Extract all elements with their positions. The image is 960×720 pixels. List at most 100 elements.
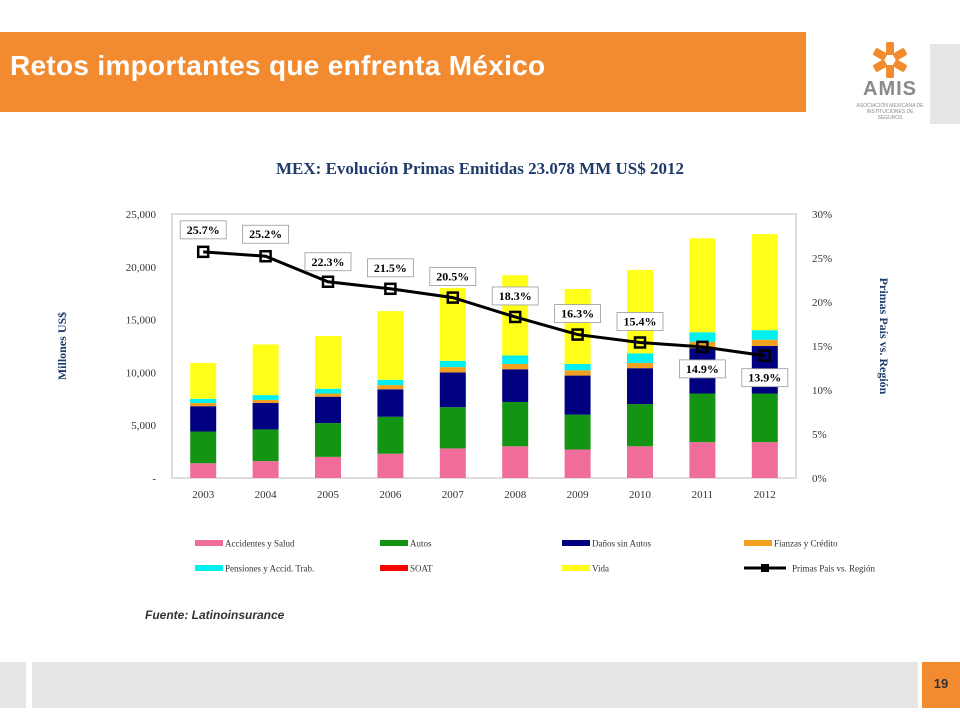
x-tick-label: 2004 <box>255 489 278 501</box>
bar-segment <box>315 423 341 457</box>
bar-segment <box>751 339 778 346</box>
line-point-marker <box>259 249 272 263</box>
legend-line-marker <box>761 564 769 572</box>
line-point-marker <box>508 310 522 324</box>
line-point-marker <box>696 340 709 354</box>
bar-segment <box>439 448 466 478</box>
bar-segment <box>377 389 404 417</box>
bar-segment <box>627 362 653 369</box>
plot-area-frame <box>171 213 797 479</box>
bar-segment <box>627 404 653 447</box>
bar-segment <box>190 362 217 399</box>
bar-segment <box>439 372 466 408</box>
y2-tick-label: 20% <box>812 297 832 309</box>
line-data-label-box <box>679 359 726 379</box>
bar-segment <box>502 355 529 364</box>
footer-left-block <box>0 662 26 708</box>
x-tick-label: 2005 <box>317 489 340 501</box>
bar-segment <box>502 401 529 447</box>
x-tick-label: 2010 <box>629 489 652 501</box>
bar-segment <box>689 341 716 349</box>
y-tick-label: - <box>152 473 156 485</box>
line-data-label-box <box>242 224 290 244</box>
bar-segment <box>190 406 217 432</box>
legend-swatch <box>380 540 408 546</box>
line-data-label-box <box>366 258 414 278</box>
y-tick-label: 5,000 <box>131 420 156 432</box>
line-data-label-box <box>179 220 227 240</box>
line-data-label-box <box>616 312 664 331</box>
x-tick-label: 2006 <box>379 489 402 501</box>
x-tick-label: 2007 <box>442 489 465 501</box>
line-data-label-box <box>491 286 539 306</box>
line-data-label: 15.4% <box>624 314 657 328</box>
bar-segment <box>689 442 716 478</box>
line-point-marker <box>758 349 772 362</box>
y2-tick-label: 5% <box>812 429 827 441</box>
page-number: 19 <box>933 676 949 691</box>
line-data-label: 16.3% <box>561 307 594 321</box>
legend-swatch <box>195 565 223 571</box>
line-data-label: 13.9% <box>748 371 781 385</box>
legend-label: Vida <box>592 564 609 574</box>
legend-label: Pensiones y Accid. Trab. <box>225 564 314 574</box>
bar-segment <box>315 456 341 478</box>
chart-title: MEX: Evolución Primas Emitidas 23.078 MM… <box>276 159 684 178</box>
line-point-marker <box>384 282 397 296</box>
bar-segment <box>252 344 279 396</box>
line-series <box>203 250 766 358</box>
line-point-marker <box>196 245 210 259</box>
bar-segment <box>564 449 591 478</box>
amis-emblem-icon <box>873 42 907 78</box>
bar-segment <box>502 363 529 370</box>
bar-segment <box>190 398 217 404</box>
y-tick-label: 20,000 <box>126 262 157 274</box>
bar-segment <box>439 407 466 449</box>
slide-title: Retos importantes que enfrenta México <box>10 50 546 81</box>
y-tick-label: 15,000 <box>126 315 157 327</box>
x-tick-label: 2003 <box>192 489 215 501</box>
line-data-label: 18.3% <box>499 289 532 303</box>
bar-segment <box>439 360 466 368</box>
title-bar: Retos importantes que enfrenta México <box>0 32 806 112</box>
line-data-label: 22.3% <box>312 255 345 269</box>
line-point-marker <box>446 291 460 304</box>
page-number-box: 19 <box>922 662 960 708</box>
y2-tick-label: 10% <box>812 385 832 397</box>
bar-segment <box>751 393 778 443</box>
logo-name: AMIS <box>863 78 917 100</box>
line-data-label-box <box>554 304 601 323</box>
y2-tick-label: 15% <box>812 341 832 353</box>
bar-segment <box>377 385 404 390</box>
y-axis-title: Millones US$ <box>55 312 69 380</box>
y2-tick-label: 0% <box>812 473 827 485</box>
legend-swatch <box>562 540 590 546</box>
line-data-label: 25.7% <box>187 223 220 237</box>
x-tick-label: 2012 <box>754 489 776 501</box>
legend-label: Fianzas y Crédito <box>774 539 838 549</box>
bar-segment <box>502 446 529 478</box>
y2-axis-title: Primas País vs. Región <box>877 278 891 395</box>
logo-subtitle: ASOCIACIÓN MEXICANA DE INSTITUCIONES DE … <box>856 103 924 121</box>
bar-segment <box>439 367 466 373</box>
bar-segment <box>751 330 778 340</box>
bar-segment <box>564 375 591 415</box>
header-side-panel <box>930 44 960 124</box>
bar-segment <box>627 446 653 478</box>
bar-segment <box>751 234 778 331</box>
bar-segment <box>315 388 341 394</box>
bar-segment <box>252 403 279 430</box>
amis-logo: AMIS ASOCIACIÓN MEXICANA DE INSTITUCIONE… <box>852 40 928 126</box>
bar-segment <box>377 453 404 478</box>
bar-segment <box>252 429 279 462</box>
bar-segment <box>190 463 217 478</box>
bar-segment <box>627 353 653 363</box>
legend-label: Autos <box>410 539 432 549</box>
bar-segment <box>564 414 591 450</box>
line-point-marker <box>633 336 647 349</box>
bar-segment <box>564 370 591 376</box>
line-data-label-box <box>741 368 789 388</box>
legend-swatch <box>195 540 223 546</box>
bar-segment <box>564 288 591 364</box>
bar-segment <box>564 363 591 371</box>
